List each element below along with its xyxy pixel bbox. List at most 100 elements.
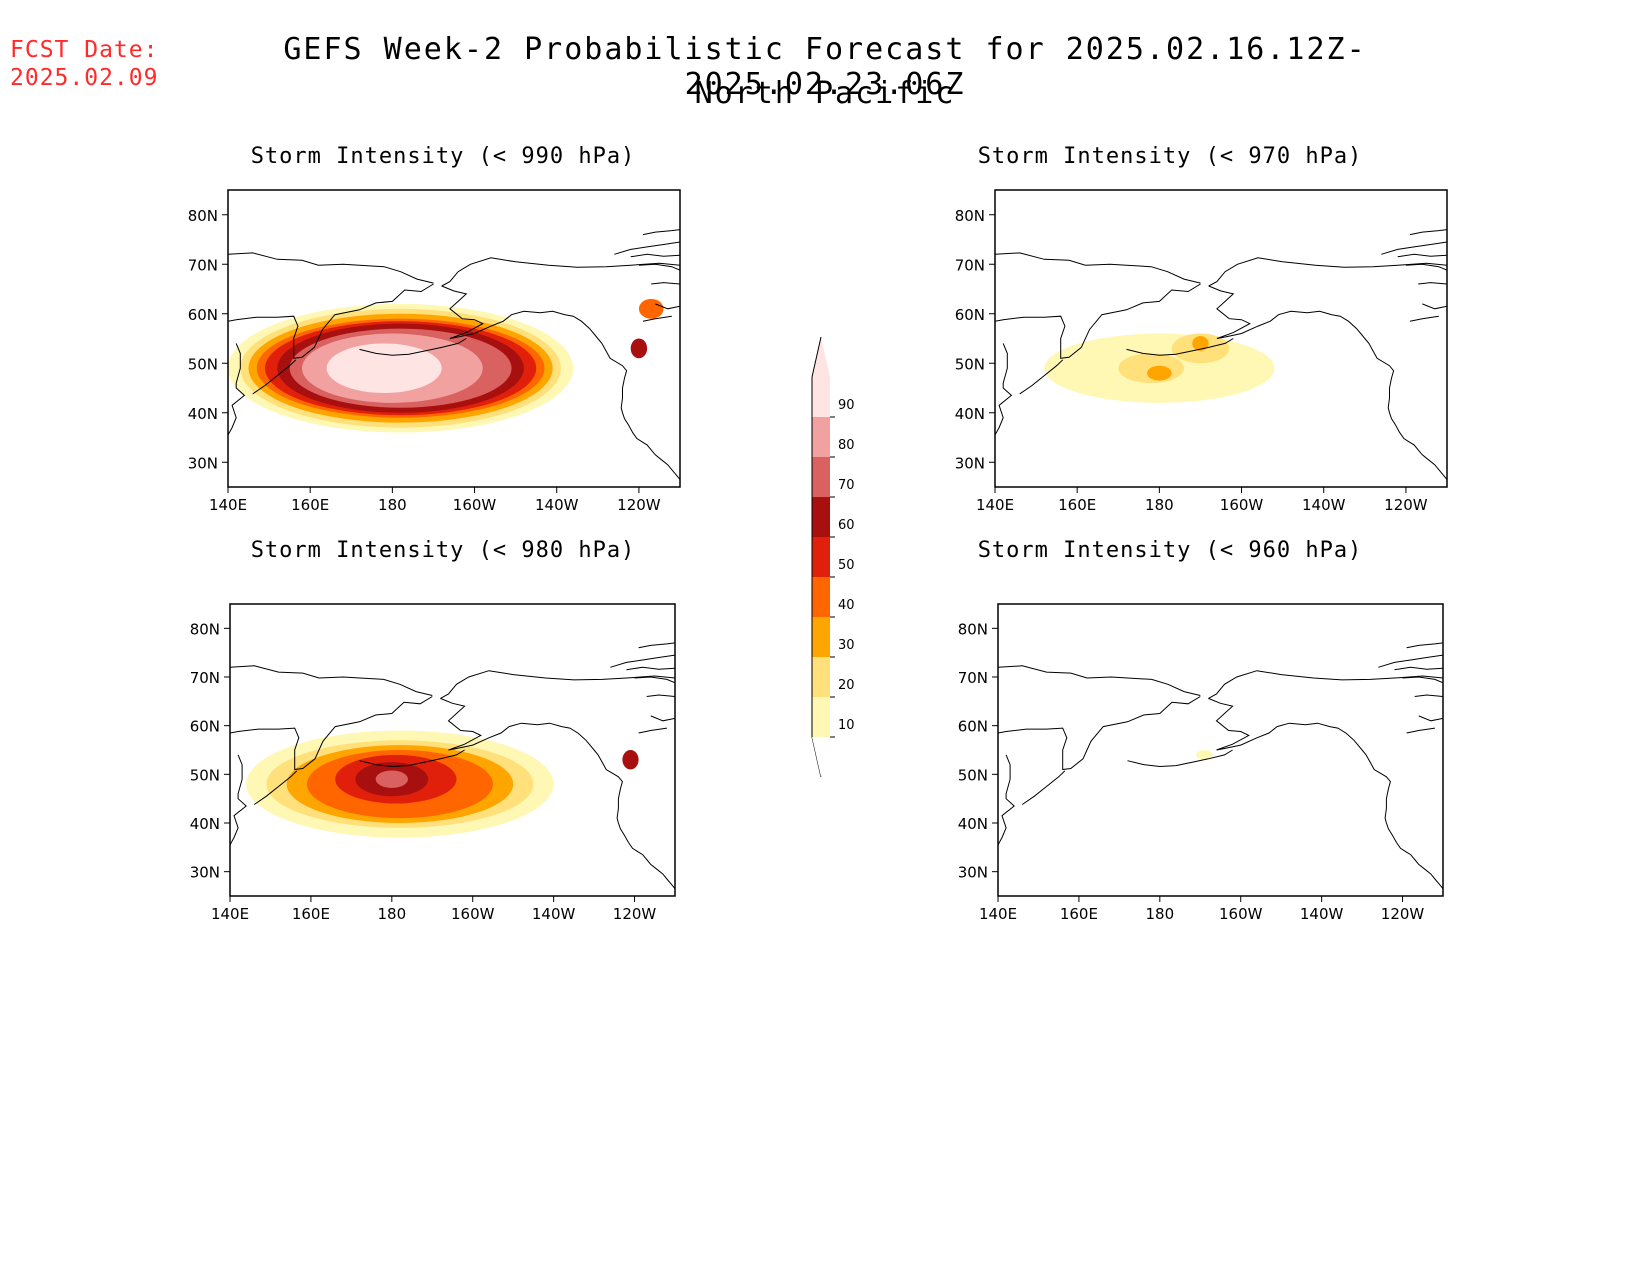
coastline — [1409, 315, 1439, 322]
x-tick-label: 140W — [1300, 905, 1344, 923]
colorbar-top-cap — [812, 337, 830, 377]
colorbar-segment — [812, 657, 830, 697]
y-tick-label: 40N — [958, 815, 988, 833]
forecast-date: FCST Date: 2025.02.09 — [10, 36, 158, 92]
coastlines — [230, 642, 675, 890]
coastline — [1381, 241, 1447, 255]
coastline — [1127, 749, 1233, 768]
coastline — [441, 257, 680, 287]
colorbar-tick-label: 30 — [838, 638, 855, 653]
x-tick-label: 140W — [1302, 496, 1346, 514]
coastline — [1397, 253, 1447, 258]
y-tick-label: 70N — [955, 256, 985, 274]
panel-title-960: Storm Intensity (< 960 hPa) — [977, 538, 1363, 563]
y-tick-label: 30N — [955, 454, 985, 472]
y-tick-label: 30N — [188, 454, 218, 472]
x-tick-label: 160E — [291, 496, 329, 514]
x-tick-label: 140E — [211, 905, 249, 923]
colorbar-tick-label: 40 — [838, 598, 855, 613]
colorbar-tick-label: 50 — [838, 558, 855, 573]
y-tick-label: 30N — [190, 864, 220, 882]
y-tick-label: 40N — [955, 405, 985, 423]
prob-region-30 — [1192, 336, 1209, 351]
coastline — [254, 770, 298, 805]
coastline — [998, 696, 1201, 771]
map-panel-3: 80N 70N 60N 50N 40N 30N 140E 160E 180 160W 140W 120… — [190, 603, 676, 923]
y-tick-label: 70N — [188, 256, 218, 274]
forecast-date-value: 2025.02.09 — [10, 65, 159, 91]
x-tick-label: 140W — [532, 905, 576, 923]
panel-title-990: Storm Intensity (< 990 hPa) — [250, 144, 636, 169]
colorbar-segment — [812, 377, 830, 417]
prob-region-60 — [622, 750, 639, 770]
page-subtitle: North Pacific — [694, 76, 956, 111]
coastline — [646, 694, 675, 697]
y-tick-label: 50N — [188, 355, 218, 373]
x-tick-label: 120W — [613, 905, 657, 923]
y-tick-label: 60N — [958, 718, 988, 736]
probability-shading — [228, 298, 664, 433]
y-tick-label: 80N — [188, 207, 218, 225]
coastline — [995, 343, 1013, 436]
colorbar-tick-label: 20 — [838, 678, 855, 693]
panel-title-980: Storm Intensity (< 980 hPa) — [250, 538, 636, 563]
x-tick-label: 120W — [1384, 496, 1428, 514]
coastline — [1422, 303, 1447, 310]
colorbar-segment — [812, 697, 830, 737]
coastline — [228, 283, 434, 359]
map-panel-2: 80N 70N 60N 50N 40N 30N 140E 160E 180 160W 140W 120… — [955, 189, 1448, 514]
coastline — [1019, 359, 1064, 395]
coastline — [1405, 263, 1447, 271]
coastline — [638, 642, 675, 649]
colorbar-segment — [812, 497, 830, 537]
y-tick-label: 60N — [190, 718, 220, 736]
probability-shading — [1196, 750, 1213, 760]
coastline — [230, 665, 433, 696]
prob-region-10 — [1196, 750, 1213, 760]
prob-region-90 — [326, 343, 442, 393]
x-tick-label: 140E — [976, 496, 1014, 514]
x-tick-label: 160E — [1060, 905, 1098, 923]
colorbar-tick-label: 90 — [838, 398, 855, 413]
x-tick-label: 160W — [1219, 905, 1263, 923]
y-tick-label: 60N — [955, 306, 985, 324]
y-tick-label: 40N — [188, 405, 218, 423]
colorbar: 10 20 30 40 50 60 70 80 90 — [811, 336, 855, 778]
y-tick-label: 30N — [958, 864, 988, 882]
x-tick-label: 160W — [451, 905, 495, 923]
y-tick-label: 50N — [958, 766, 988, 784]
x-tick-label: 140E — [209, 496, 247, 514]
prob-region-30 — [1147, 365, 1172, 381]
map-frame — [227, 189, 681, 488]
y-tick-label: 50N — [190, 766, 220, 784]
x-tick-label: 160W — [453, 496, 497, 514]
colorbar-segment — [812, 577, 830, 617]
coastline — [995, 252, 1201, 284]
y-tick-label: 80N — [955, 207, 985, 225]
probability-shading — [1044, 333, 1275, 403]
y-tick-label: 40N — [190, 815, 220, 833]
probability-shading — [246, 730, 639, 838]
panel-title-970: Storm Intensity (< 970 hPa) — [977, 144, 1363, 169]
coastlines — [998, 642, 1443, 890]
coastline — [1208, 670, 1443, 699]
y-tick-label: 80N — [958, 620, 988, 638]
prob-region-60 — [630, 338, 648, 359]
y-tick-label: 60N — [188, 306, 218, 324]
x-tick-label: 180 — [377, 905, 406, 923]
coastline — [614, 241, 680, 255]
x-tick-label: 160E — [1058, 496, 1096, 514]
coastline — [651, 282, 680, 285]
colorbar-tick-label: 10 — [838, 718, 855, 733]
coastlines — [228, 229, 680, 480]
colorbar-tick-label: 60 — [838, 518, 855, 533]
coastline — [650, 715, 675, 722]
coastline — [610, 654, 675, 668]
y-tick-label: 50N — [955, 355, 985, 373]
coastline — [995, 283, 1201, 359]
coastline — [1394, 666, 1443, 671]
coastline — [441, 285, 680, 480]
coastline — [440, 697, 675, 890]
y-tick-label: 70N — [958, 669, 988, 687]
